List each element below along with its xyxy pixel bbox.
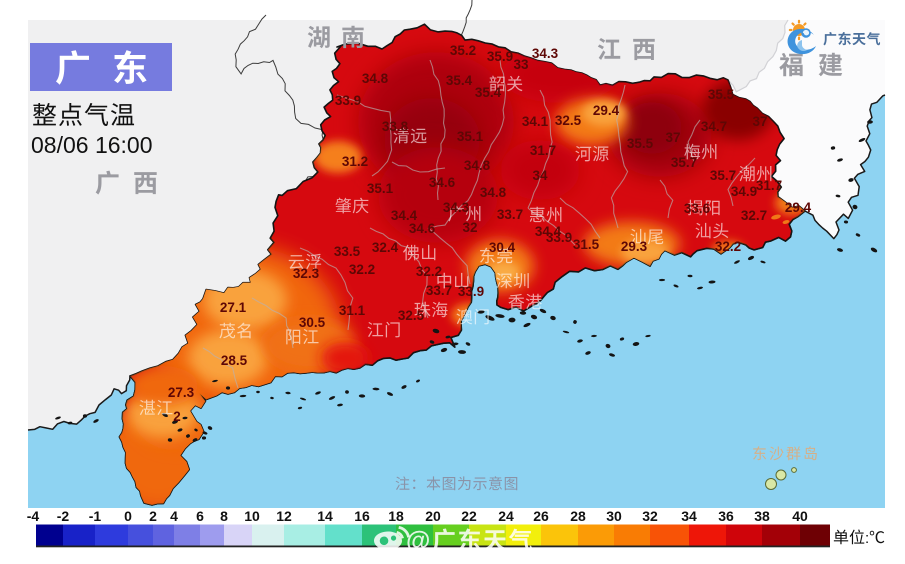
svg-text:32.5: 32.5	[398, 308, 425, 323]
svg-text:29.4: 29.4	[593, 103, 620, 118]
svg-text:35.1: 35.1	[367, 181, 394, 196]
svg-text:34: 34	[532, 168, 548, 183]
svg-text:35.1: 35.1	[457, 129, 484, 144]
svg-text:34: 34	[681, 508, 697, 524]
svg-text:12: 12	[276, 508, 292, 524]
svg-text:40: 40	[792, 508, 808, 524]
svg-text:31.7: 31.7	[756, 178, 782, 193]
svg-text:16: 16	[354, 508, 370, 524]
svg-text:33.8: 33.8	[382, 119, 409, 134]
svg-text:34.8: 34.8	[480, 185, 507, 200]
svg-text:35.5: 35.5	[627, 136, 654, 151]
svg-text:10: 10	[244, 508, 260, 524]
svg-text:-4: -4	[27, 508, 40, 524]
svg-text:33: 33	[513, 57, 529, 72]
svg-text:28.5: 28.5	[221, 353, 248, 368]
svg-text:29.3: 29.3	[621, 239, 648, 254]
svg-text:36: 36	[718, 508, 734, 524]
svg-text:34.3: 34.3	[532, 46, 559, 61]
svg-text:31.2: 31.2	[342, 154, 368, 169]
svg-text:35.7: 35.7	[671, 155, 697, 170]
svg-text:34.4: 34.4	[391, 208, 418, 223]
svg-text:2: 2	[149, 508, 157, 524]
svg-text:32: 32	[462, 220, 477, 235]
svg-text:6: 6	[196, 508, 204, 524]
svg-text:8: 8	[220, 508, 228, 524]
svg-text:33.9: 33.9	[335, 93, 361, 108]
svg-text:34.6: 34.6	[429, 175, 456, 190]
svg-text:30.4: 30.4	[489, 240, 516, 255]
svg-text:35.4: 35.4	[475, 85, 502, 100]
svg-text:32.5: 32.5	[555, 113, 582, 128]
svg-text:34.4: 34.4	[535, 224, 562, 239]
svg-text:20: 20	[425, 508, 441, 524]
svg-text:34.1: 34.1	[522, 114, 549, 129]
svg-text:34.8: 34.8	[362, 71, 389, 86]
svg-text:37: 37	[752, 114, 767, 129]
svg-text:33.9: 33.9	[546, 230, 572, 245]
svg-text:35.4: 35.4	[446, 73, 473, 88]
svg-text:33.9: 33.9	[458, 284, 484, 299]
svg-text:@: @	[406, 527, 430, 555]
svg-text:33.5: 33.5	[334, 244, 361, 259]
svg-text::: :	[865, 530, 869, 547]
svg-text:33.6: 33.6	[684, 201, 711, 216]
svg-text:26: 26	[533, 508, 549, 524]
svg-text:4: 4	[170, 508, 178, 524]
svg-text:30.5: 30.5	[299, 315, 326, 330]
svg-text:30: 30	[606, 508, 622, 524]
svg-text:32.2: 32.2	[715, 239, 741, 254]
svg-text:34.6: 34.6	[409, 221, 436, 236]
svg-text:29.4: 29.4	[785, 200, 812, 215]
svg-text:18: 18	[388, 508, 404, 524]
svg-text:35.7: 35.7	[710, 168, 736, 183]
svg-text:35.2: 35.2	[450, 43, 476, 58]
svg-text:32.2: 32.2	[349, 262, 375, 277]
svg-text:31.5: 31.5	[573, 237, 600, 252]
svg-text:32.3: 32.3	[293, 266, 320, 281]
svg-text:31.7: 31.7	[530, 143, 556, 158]
svg-text:34.9: 34.9	[731, 184, 757, 199]
svg-text:-2: -2	[57, 508, 70, 524]
svg-text:28: 28	[570, 508, 586, 524]
svg-text:0: 0	[124, 508, 132, 524]
svg-text:31.1: 31.1	[339, 303, 366, 318]
svg-text:32.7: 32.7	[741, 208, 767, 223]
svg-text:35.5: 35.5	[708, 87, 735, 102]
svg-text:2: 2	[173, 409, 181, 424]
svg-text:38: 38	[754, 508, 770, 524]
svg-text:27.3: 27.3	[168, 385, 195, 400]
svg-text:32: 32	[642, 508, 658, 524]
svg-text:34.3: 34.3	[443, 200, 470, 215]
svg-text:32.4: 32.4	[372, 240, 399, 255]
svg-text:34.8: 34.8	[464, 158, 491, 173]
svg-text:34.7: 34.7	[701, 119, 727, 134]
svg-text:32.2: 32.2	[416, 264, 442, 279]
svg-text:35.9: 35.9	[487, 49, 513, 64]
svg-text:22: 22	[461, 508, 477, 524]
svg-text:14: 14	[317, 508, 333, 524]
svg-text:-1: -1	[89, 508, 102, 524]
svg-text:08/06 16:00: 08/06 16:00	[31, 132, 153, 158]
svg-text:27.1: 27.1	[220, 300, 247, 315]
svg-text:37: 37	[665, 130, 680, 145]
svg-text:24: 24	[498, 508, 514, 524]
svg-text:33.7: 33.7	[426, 283, 452, 298]
svg-text:33.7: 33.7	[497, 207, 523, 222]
